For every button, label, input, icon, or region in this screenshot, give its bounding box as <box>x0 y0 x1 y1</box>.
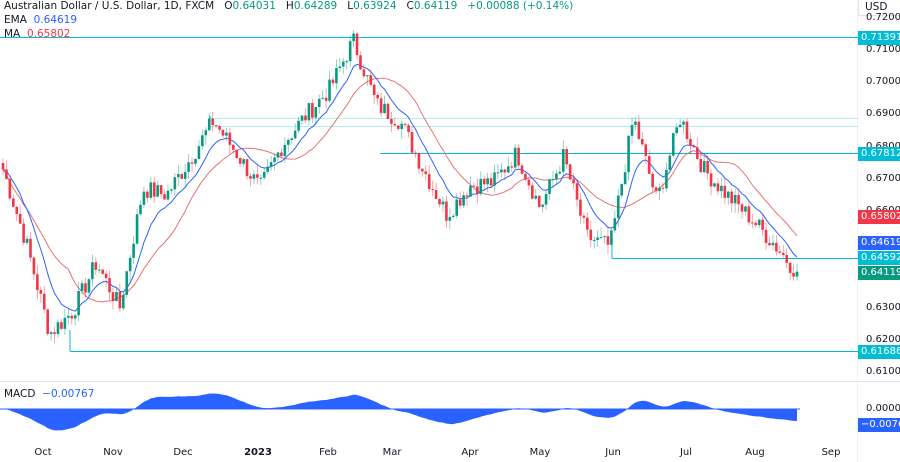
horizontal-levels <box>0 37 858 352</box>
price-tag-level: 0.61686 <box>858 345 900 359</box>
high-value: 0.64289 <box>293 0 338 12</box>
ma-value: 0.65802 <box>26 28 71 40</box>
price-tag-level: 0.64592 <box>858 251 900 265</box>
macd-value: −0.00767 <box>42 388 95 400</box>
time-axis-label: Nov <box>103 447 123 458</box>
price-tag-ma: 0.65802 <box>858 210 900 224</box>
ma-legend[interactable]: MA 0.65802 <box>4 27 70 41</box>
close-value: 0.64119 <box>413 0 458 12</box>
high-label: H <box>285 0 294 12</box>
symbol-title: Australian Dollar / U.S. Dollar, 1D, FXC… <box>4 0 215 12</box>
macd-legend[interactable]: MACD −0.00767 <box>4 388 94 400</box>
time-axis-label: Mar <box>382 447 402 458</box>
time-axis-label: Jun <box>605 447 621 458</box>
open-label: O <box>224 0 233 12</box>
candlesticks <box>1 30 799 344</box>
macd-zero-label: 0.00000 <box>866 403 900 414</box>
currency-button[interactable]: USD <box>858 0 900 16</box>
time-axis-label: Aug <box>745 447 765 458</box>
ma-label: MA <box>4 28 21 40</box>
time-axis-label: Oct <box>34 447 52 458</box>
price-axis-tick: 0.68000 <box>866 141 900 153</box>
time-axis-label: May <box>529 447 551 458</box>
macd-histogram-area <box>0 393 800 431</box>
price-tag-level: 0.71391 <box>858 31 900 45</box>
time-axis-label: Apr <box>461 447 479 458</box>
ema-legend[interactable]: EMA 0.64619 <box>4 13 77 27</box>
time-axis-label: Dec <box>173 447 193 458</box>
ema-value: 0.64619 <box>33 14 77 26</box>
low-value: 0.63924 <box>353 0 397 12</box>
macd-tag: −0.00767 <box>858 418 900 432</box>
time-axis-label: 2023 <box>244 447 272 458</box>
price-tag-last: 0.64119 <box>858 266 900 280</box>
price-tag-level: 0.67812 <box>858 147 900 161</box>
ma-line <box>2 77 798 303</box>
price-tag-ema: 0.64619 <box>858 236 900 250</box>
ema-label: EMA <box>4 14 27 26</box>
close-label: C <box>406 0 414 12</box>
symbol-legend[interactable]: Australian Dollar / U.S. Dollar, 1D, FXC… <box>4 0 573 13</box>
change-value: +0.00088 (+0.14%) <box>467 0 574 12</box>
ema-line <box>2 63 798 312</box>
time-axis-label: Jul <box>679 447 693 458</box>
open-value: 0.64031 <box>232 0 276 12</box>
low-label: L <box>347 0 354 12</box>
time-axis-label: Feb <box>319 447 337 458</box>
macd-label: MACD <box>4 388 36 400</box>
time-axis-label: Sep <box>821 447 841 458</box>
